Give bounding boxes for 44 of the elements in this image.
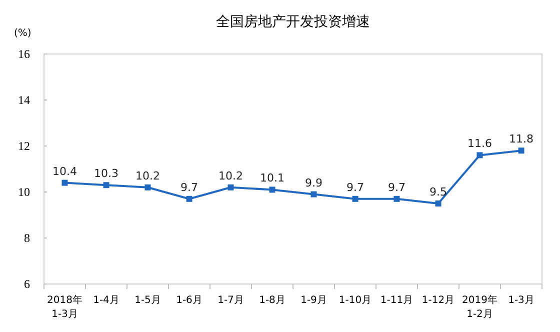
- data-label: 10.3: [94, 167, 118, 180]
- point: [144, 184, 151, 190]
- x-tick-label: 1-6月: [176, 295, 202, 306]
- x-tick-label: 1-5月: [134, 295, 161, 306]
- point: [310, 191, 317, 198]
- point: [435, 200, 442, 206]
- x-tick-label: 2018年 1-3月: [47, 294, 82, 320]
- point: [62, 180, 68, 186]
- data-label: 9.7: [180, 180, 198, 194]
- data-label: 10.4: [52, 164, 77, 178]
- point: [476, 152, 483, 158]
- data-label: 10.2: [136, 169, 160, 182]
- y-tick-label: 8: [24, 231, 30, 245]
- x-tick-label: 1-11月: [380, 295, 414, 306]
- data-label: 10.2: [218, 169, 243, 182]
- y-tick-label: 6: [24, 277, 30, 291]
- point: [352, 196, 358, 202]
- y-tick-label: 12: [18, 139, 30, 153]
- x-tick-label: 1-12月: [422, 295, 455, 306]
- data-label: 9.9: [305, 176, 322, 190]
- x-tick-label: 2019年 1-2月: [462, 294, 498, 320]
- data-label: 11.8: [509, 132, 534, 146]
- point: [186, 196, 192, 202]
- point: [103, 182, 110, 188]
- data-label: 9.5: [430, 186, 447, 198]
- x-tick-label: 1-3月: [508, 295, 534, 306]
- point: [394, 196, 400, 202]
- x-tick-label: 1-7月: [218, 295, 244, 306]
- x-tick-label: 1-8月: [259, 295, 286, 306]
- x-tick-label: 1-10月: [338, 295, 372, 306]
- y-axis-title: (%): [14, 28, 32, 39]
- data-label: 11.6: [468, 137, 492, 150]
- data-label: 9.7: [388, 180, 406, 194]
- data-label: 9.7: [346, 180, 364, 194]
- data-label: 10.1: [260, 172, 284, 185]
- point: [269, 186, 276, 193]
- chart-title: 全国房地产开发投资增速: [216, 14, 370, 30]
- y-tick-label: 10: [18, 185, 30, 199]
- point: [518, 148, 524, 154]
- y-tick-label: 16: [18, 47, 30, 61]
- x-tick-label: 1-4月: [93, 295, 120, 306]
- point: [228, 184, 234, 190]
- y-tick-label: 14: [18, 93, 30, 107]
- x-tick-label: 1-9月: [300, 295, 327, 306]
